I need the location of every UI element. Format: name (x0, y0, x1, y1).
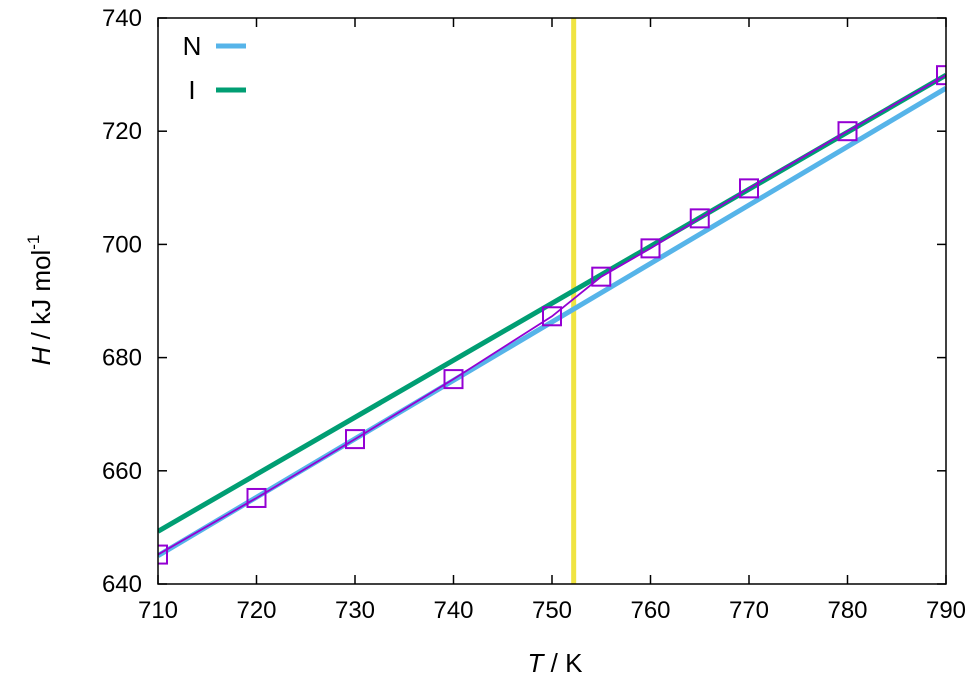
data-point (443, 369, 464, 390)
data-point (158, 544, 168, 565)
data-point (739, 178, 759, 199)
x-tick-label: 760 (630, 597, 670, 624)
x-ticks: 710 720 730 740 750 760 770 780 790 (138, 18, 966, 624)
x-tick-label: 720 (236, 597, 276, 624)
y-tick-label: 640 (102, 571, 142, 598)
data-point (591, 266, 612, 287)
data-point (837, 121, 858, 142)
y-tick-label: 700 (102, 231, 142, 258)
data-connecting-line (158, 74, 946, 556)
x-tick-label: 770 (729, 597, 769, 624)
plot-lines (158, 18, 946, 584)
data-point (345, 429, 365, 450)
x-tick-label: 780 (827, 597, 867, 624)
legend-label-N: N (183, 31, 202, 61)
data-point (246, 487, 267, 508)
data-point (542, 306, 562, 327)
legend: NI (183, 31, 246, 105)
x-tick-label: 730 (335, 597, 375, 624)
legend-label-I: I (188, 75, 195, 105)
x-tick-label: 710 (138, 597, 178, 624)
y-tick-label: 740 (102, 5, 142, 32)
data-point (936, 65, 946, 86)
x-tick-label: 750 (532, 597, 572, 624)
y-axis-label: H / kJ mol-1 (24, 235, 56, 366)
x-tick-label: 740 (433, 597, 473, 624)
y-tick-label: 660 (102, 458, 142, 485)
y-ticks: 640 660 680 700 720 740 (102, 5, 946, 598)
x-tick-label: 790 (926, 597, 966, 624)
y-tick-label: 680 (102, 345, 142, 372)
data-point (689, 208, 710, 229)
x-axis-label: T / K (528, 648, 584, 678)
data-point (640, 238, 661, 259)
y-tick-label: 720 (102, 118, 142, 145)
